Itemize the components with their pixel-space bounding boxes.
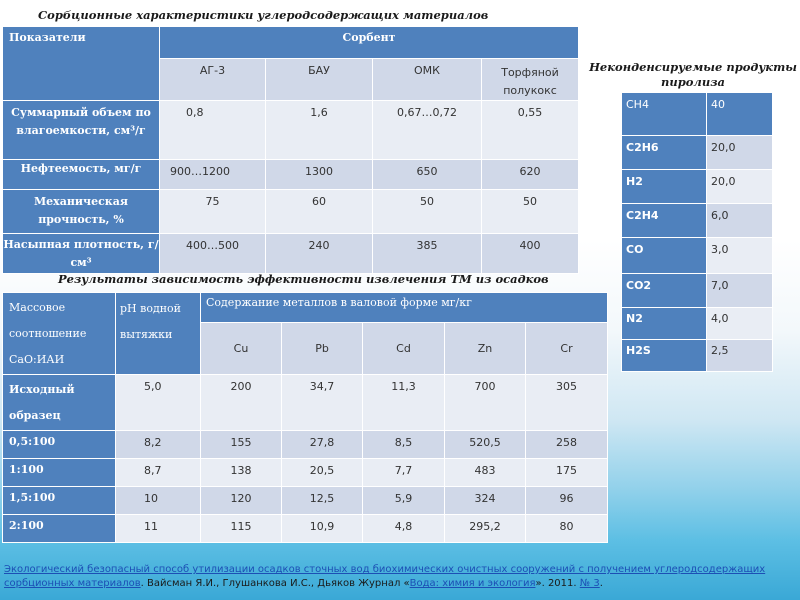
header-ratio: Массовое соотношение СаО:ИАИ <box>2 292 116 375</box>
table-cell: 0,8 <box>159 100 266 160</box>
metal-name: Cu <box>200 322 282 375</box>
header-ph: рН водной вытяжки <box>115 292 201 375</box>
table-cell: 120 <box>200 486 282 515</box>
row-label: 0,5:100 <box>2 430 116 459</box>
gas-value: 20,0 <box>706 169 773 204</box>
citation-authors: . Вайсман Я.И., Глушанкова И.С., Дьяков … <box>140 578 410 589</box>
table-cell: 7,7 <box>362 458 445 487</box>
table-cell: 138 <box>200 458 282 487</box>
heavy-metals-table: Массовое соотношение СаО:ИАИ рН водной в… <box>2 292 608 543</box>
gas-name: CO <box>621 237 707 274</box>
row-label: Суммарный объем по влагоемкости, см³/г <box>2 100 160 160</box>
metal-name: Cr <box>525 322 608 375</box>
header-parameters: Показатели <box>2 26 160 101</box>
metal-name: Zn <box>444 322 526 375</box>
table-cell: 900…1200 <box>159 159 266 190</box>
gas-value: 7,0 <box>706 273 773 308</box>
sorbent-name: БАУ <box>265 58 373 101</box>
header-sorbent: Сорбент <box>159 26 579 59</box>
row-label: Нефтеемость, мг/г <box>2 159 160 190</box>
table-cell: 60 <box>265 189 373 234</box>
table-cell: 12,5 <box>281 486 363 515</box>
table-cell: 400…500 <box>159 233 266 274</box>
table-cell: 75 <box>159 189 266 234</box>
sorbent-name: ОМК <box>372 58 482 101</box>
table-cell: 8,5 <box>362 430 445 459</box>
table-cell: 483 <box>444 458 526 487</box>
table-cell: 20,5 <box>281 458 363 487</box>
ph-cell: 8,2 <box>115 430 201 459</box>
table-cell: 0,55 <box>481 100 579 160</box>
citation-year: ». 2011. <box>535 578 580 589</box>
table-cell: 1300 <box>265 159 373 190</box>
row-label: 2:100 <box>2 514 116 543</box>
row-label: Исходный образец <box>2 374 116 431</box>
ph-cell: 10 <box>115 486 201 515</box>
row-label: 1:100 <box>2 458 116 487</box>
gas-name: C2H6 <box>621 135 707 170</box>
header-metals: Содержание металлов в валовой форме мг/к… <box>200 292 608 323</box>
gas-value: 2,5 <box>706 339 773 372</box>
table-cell: 10,9 <box>281 514 363 543</box>
citation-end: . <box>599 578 603 589</box>
table-cell: 96 <box>525 486 608 515</box>
row-label: Насыпная плотность, г/см³ <box>2 233 160 274</box>
table-cell: 240 <box>265 233 373 274</box>
table-cell: 80 <box>525 514 608 543</box>
table-cell: 175 <box>525 458 608 487</box>
table2-title: Результаты зависимость эффективности изв… <box>58 272 549 286</box>
article-link[interactable]: Экологический безопасный способ утилизац… <box>4 564 766 589</box>
gas-name: CH4 <box>621 92 707 136</box>
gas-value: 40 <box>706 92 773 136</box>
table-cell: 1,6 <box>265 100 373 160</box>
table-cell: 324 <box>444 486 526 515</box>
table-cell: 200 <box>200 374 282 431</box>
table-cell: 27,8 <box>281 430 363 459</box>
table3-title: Неконденсируемые продукты пиролиза <box>589 60 797 89</box>
gas-value: 6,0 <box>706 203 773 238</box>
pyrolysis-gas-table: CH4 40 C2H6 20,0 H2 20,0 C2H4 6,0 CO 3,0… <box>621 92 773 372</box>
table-cell: 700 <box>444 374 526 431</box>
issue-link[interactable]: № 3 <box>579 578 600 589</box>
table-cell: 400 <box>481 233 579 274</box>
table-cell: 385 <box>372 233 482 274</box>
table-cell: 11,3 <box>362 374 445 431</box>
journal-link[interactable]: Вода: химия и экология <box>409 578 536 589</box>
gas-name: C2H4 <box>621 203 707 238</box>
sorbent-name: АГ-3 <box>159 58 266 101</box>
ph-cell: 5,0 <box>115 374 201 431</box>
table-cell: 620 <box>481 159 579 190</box>
table-cell: 50 <box>481 189 579 234</box>
sorption-table: Показатели Сорбент АГ-3 БАУ ОМК Торфяной… <box>2 26 579 274</box>
gas-name: CO2 <box>621 273 707 308</box>
metal-name: Cd <box>362 322 445 375</box>
table-cell: 155 <box>200 430 282 459</box>
row-label: 1,5:100 <box>2 486 116 515</box>
table-cell: 0,67…0,72 <box>372 100 482 160</box>
ph-cell: 8,7 <box>115 458 201 487</box>
table-cell: 650 <box>372 159 482 190</box>
table-cell: 4,8 <box>362 514 445 543</box>
table-cell: 520,5 <box>444 430 526 459</box>
table-cell: 258 <box>525 430 608 459</box>
citation: Экологический безопасный способ утилизац… <box>4 563 796 591</box>
gas-value: 20,0 <box>706 135 773 170</box>
sorbent-name: Торфяной полукокс <box>481 58 579 101</box>
table-cell: 115 <box>200 514 282 543</box>
gas-name: N2 <box>621 307 707 340</box>
gas-name: H2S <box>621 339 707 372</box>
ph-cell: 11 <box>115 514 201 543</box>
table-cell: 5,9 <box>362 486 445 515</box>
metal-name: Pb <box>281 322 363 375</box>
table-cell: 34,7 <box>281 374 363 431</box>
table-cell: 295,2 <box>444 514 526 543</box>
gas-value: 4,0 <box>706 307 773 340</box>
gas-name: H2 <box>621 169 707 204</box>
table-cell: 305 <box>525 374 608 431</box>
row-label: Механическая прочность, % <box>2 189 160 234</box>
table-cell: 50 <box>372 189 482 234</box>
gas-value: 3,0 <box>706 237 773 274</box>
table1-title: Сорбционные характеристики углеродсодерж… <box>38 8 489 22</box>
